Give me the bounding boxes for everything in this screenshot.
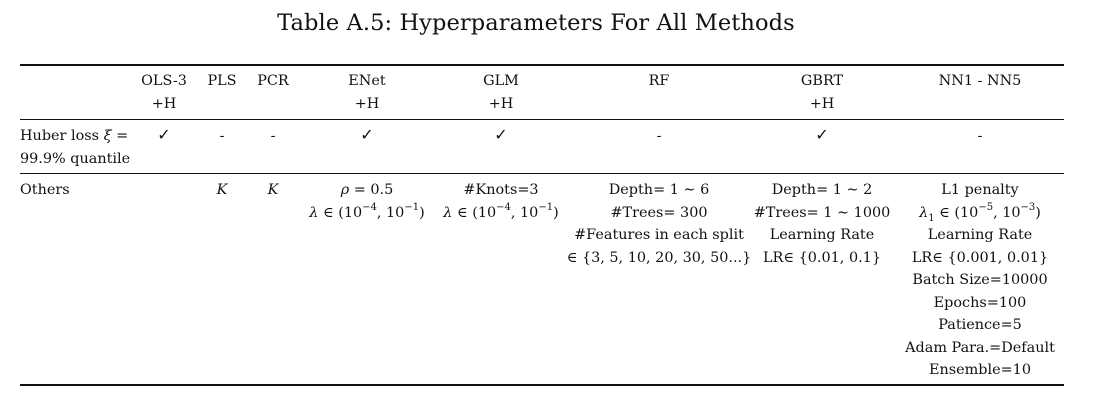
gbrt-trees: #Trees= 1 ∼ 1000	[754, 202, 891, 225]
huber-gbrt-check-icon: ✓	[815, 125, 829, 144]
huber-enet-check-icon: ✓	[360, 125, 374, 144]
enet-lambda-open: ∈ (10	[318, 204, 363, 221]
header-ols: OLS-3 +H	[141, 70, 187, 115]
header-nn-line1: NN1 - NN5	[938, 73, 1022, 89]
enet-lambda-mid: , 10	[376, 204, 405, 221]
nn-lambda-open: ∈ (10	[934, 204, 979, 221]
nn-lr-title: Learning Rate	[927, 227, 1033, 243]
header-gbrt: GBRT +H	[801, 70, 843, 115]
rf-trees: #Trees= 300	[610, 204, 708, 221]
nn-lambda: λ1 ∈ (10−5, 10−3)	[905, 202, 1055, 225]
table-caption: Table A.5: Hyperparameters For All Metho…	[277, 10, 795, 36]
others-pcr-k: K	[267, 182, 279, 198]
huber-label-line1: Huber loss ξ =	[20, 125, 130, 148]
huber-glm-check-icon: ✓	[494, 125, 508, 144]
nn-lr-set: LR∈ {0.001, 0.01}	[911, 249, 1049, 266]
huber-label-text: Huber loss	[20, 128, 104, 144]
tilde-symbol: ∼	[683, 182, 696, 198]
others-gbrt: Depth= 1 ∼ 2 #Trees= 1 ∼ 1000 Learning R…	[754, 179, 891, 269]
glm-knots: #Knots=3	[463, 182, 539, 198]
nn-patience: Patience=5	[938, 317, 1022, 333]
enet-lambda-exp2: −1	[404, 201, 420, 213]
gbrt-depth: Depth= 1 ∼ 2	[754, 179, 891, 202]
huber-label-line2: 99.9% quantile	[20, 150, 131, 167]
huber-rf-dash: -	[656, 128, 662, 144]
nn-lambda-close: )	[1035, 204, 1041, 221]
gbrt-trees-suffix: 1000	[849, 204, 891, 221]
table-bottom-rule	[20, 384, 1064, 386]
gbrt-lr-set: LR∈ {0.01, 0.1}	[762, 249, 881, 266]
header-glm: GLM +H	[483, 70, 519, 115]
tilde-symbol: ∼	[837, 204, 850, 221]
header-rf: RF	[649, 70, 670, 93]
table-row-rule	[20, 173, 1064, 174]
gbrt-trees-prefix: #Trees= 1	[753, 204, 838, 221]
table-top-rule	[20, 64, 1064, 66]
xi-symbol: ξ	[103, 128, 112, 144]
header-pls-line1: PLS	[207, 73, 237, 89]
lambda-symbol: λ	[919, 204, 929, 221]
huber-pls-dash: -	[219, 128, 225, 144]
huber-pcr-dash: -	[270, 128, 276, 144]
enet-rho-value: = 0.5	[349, 182, 394, 198]
rf-features: #Features in each split	[574, 227, 744, 243]
rho-symbol: ρ	[340, 182, 350, 198]
nn-lambda-exp2: −3	[1020, 201, 1036, 213]
others-rf: Depth= 1 ∼ 6 #Trees= 300 #Features in ea…	[567, 179, 752, 269]
nn-epochs: Epochs=100	[933, 294, 1027, 311]
header-enet: ENet +H	[348, 70, 385, 115]
gbrt-depth-suffix: 2	[858, 182, 873, 198]
header-glm-line1: GLM	[483, 73, 519, 89]
huber-ols-check-icon: ✓	[157, 125, 171, 144]
header-gbrt-line1: GBRT	[800, 73, 844, 89]
rf-features-set: ∈ {3, 5, 10, 20, 30, 50...}	[566, 249, 752, 266]
lambda-symbol: λ	[443, 204, 453, 221]
glm-lambda-mid: , 10	[510, 204, 539, 221]
glm-lambda-close: )	[553, 204, 559, 221]
gbrt-lr-title: Learning Rate	[769, 227, 875, 243]
header-enet-line2: +H	[354, 95, 380, 112]
enet-lambda-exp1: −4	[362, 201, 377, 213]
header-ols-line2: +H	[151, 95, 177, 112]
glm-lambda-open: ∈ (10	[452, 204, 497, 221]
lambda-symbol: λ	[309, 204, 319, 221]
nn-lambda-sub: 1	[928, 212, 935, 224]
header-gbrt-line2: +H	[809, 95, 835, 112]
header-glm-line2: +H	[488, 95, 514, 112]
huber-nn-dash: -	[977, 128, 983, 144]
header-pcr-line1: PCR	[257, 73, 289, 89]
enet-lambda-close: )	[419, 204, 425, 221]
nn-lambda-exp1: −5	[978, 201, 994, 213]
row-label-huber: Huber loss ξ = 99.9% quantile	[20, 125, 130, 170]
glm-lambda-exp1: −4	[496, 201, 511, 213]
header-ols-line1: OLS-3	[141, 73, 187, 89]
huber-label-equals: =	[111, 128, 129, 144]
glm-lambda: λ ∈ (10−4, 10−1)	[443, 202, 558, 225]
others-glm: #Knots=3 λ ∈ (10−4, 10−1)	[443, 179, 558, 224]
header-rf-line1: RF	[648, 73, 670, 89]
others-nn: L1 penalty λ1 ∈ (10−5, 10−3) Learning Ra…	[905, 179, 1055, 382]
row-label-others: Others	[20, 182, 70, 198]
enet-lambda: λ ∈ (10−4, 10−1)	[309, 202, 424, 225]
others-pls-k: K	[216, 182, 228, 198]
rf-depth-prefix: Depth= 1	[608, 182, 684, 198]
nn-batch: Batch Size=10000	[912, 272, 1048, 288]
header-pls: PLS	[207, 70, 236, 93]
header-enet-line1: ENet	[348, 73, 386, 89]
glm-lambda-exp2: −1	[538, 201, 554, 213]
enet-rho: ρ = 0.5	[309, 179, 424, 202]
gbrt-depth-prefix: Depth= 1	[771, 182, 847, 198]
rf-depth-suffix: 6	[695, 182, 710, 198]
nn-adam: Adam Para.=Default	[905, 339, 1055, 356]
table-header-rule	[20, 119, 1064, 120]
nn-ensemble: Ensemble=10	[928, 362, 1032, 378]
others-enet: ρ = 0.5 λ ∈ (10−4, 10−1)	[309, 179, 424, 224]
header-nn: NN1 - NN5	[939, 70, 1022, 93]
rf-depth: Depth= 1 ∼ 6	[567, 179, 752, 202]
tilde-symbol: ∼	[846, 182, 859, 198]
nn-lambda-mid: , 10	[993, 204, 1021, 221]
header-pcr: PCR	[257, 70, 289, 93]
nn-l1: L1 penalty	[941, 182, 1019, 198]
